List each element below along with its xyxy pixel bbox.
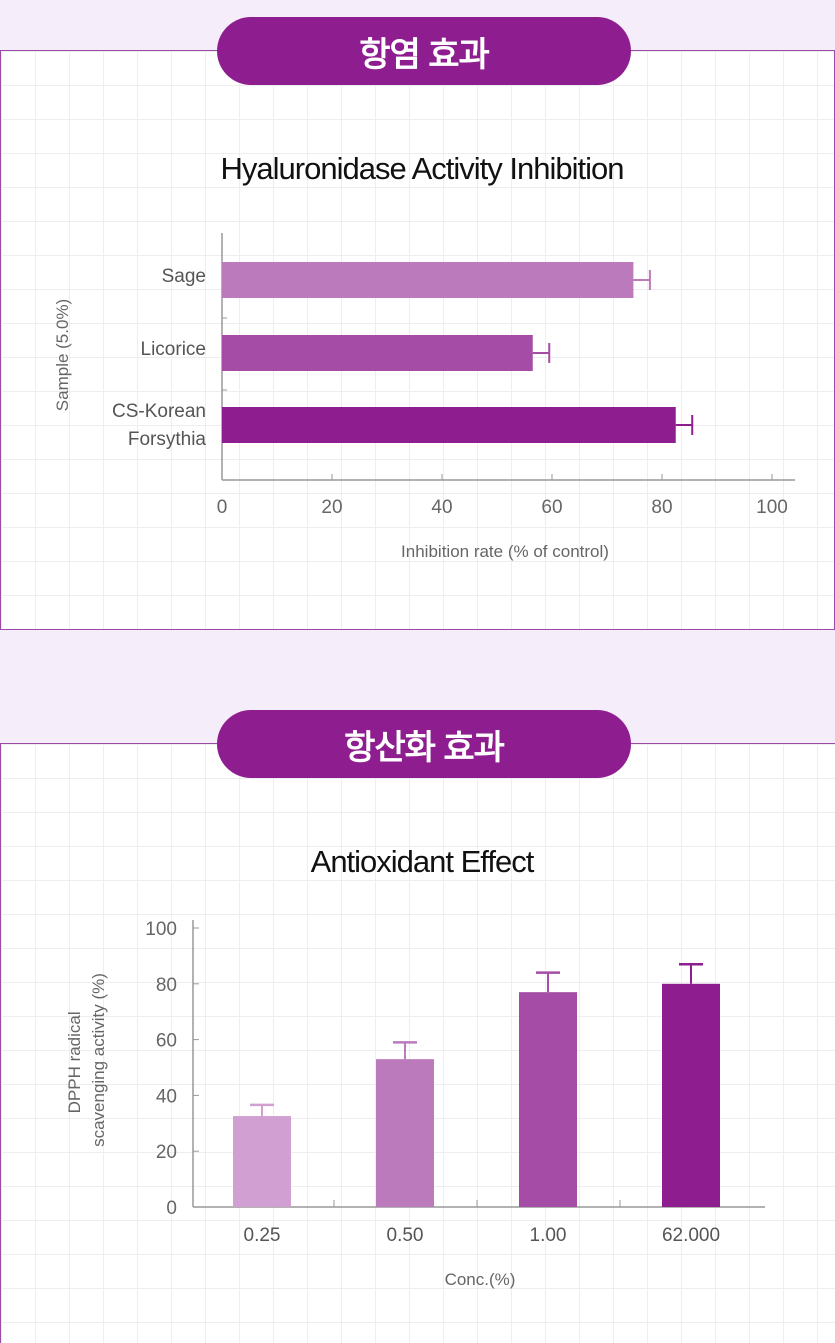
x-tick-label: 0 — [217, 497, 228, 518]
bar — [222, 262, 634, 298]
bar — [662, 983, 720, 1207]
bar — [519, 992, 577, 1207]
y-axis-label-line: DPPH radical — [65, 1011, 84, 1113]
y-axis-label: DPPH radical scavenging activity (%) — [65, 973, 108, 1147]
category-label: 62.000 — [662, 1225, 720, 1246]
x-tick-label: 60 — [541, 497, 562, 518]
bar — [233, 1116, 291, 1207]
y-tick-label: 20 — [156, 1142, 177, 1163]
bar — [222, 335, 533, 371]
y-tick-label: 100 — [145, 919, 177, 940]
category-label: CS-Korean — [112, 401, 206, 422]
x-tick-label: 40 — [431, 497, 452, 518]
hyaluronidase-chart: Hyaluronidase Activity Inhibition Inhibi… — [53, 151, 795, 561]
y-tick-label: 80 — [156, 975, 177, 996]
antioxidant-chart: Antioxidant Effect Conc.(%) DPPH radical… — [65, 844, 765, 1289]
chart-title: Antioxidant Effect — [311, 844, 535, 879]
y-axis-label: Sample (5.0%) — [53, 299, 72, 411]
category-label: Licorice — [141, 339, 206, 360]
bar — [222, 407, 676, 443]
category-label: 0.50 — [387, 1225, 424, 1246]
chart-title: Hyaluronidase Activity Inhibition — [221, 151, 624, 186]
y-tick-label: 60 — [156, 1031, 177, 1052]
y-tick-label: 0 — [166, 1198, 177, 1219]
category-label: 0.25 — [244, 1225, 281, 1246]
x-tick-label: 20 — [321, 497, 342, 518]
x-tick-label: 100 — [756, 497, 788, 518]
x-axis-label: Inhibition rate (% of control) — [401, 542, 609, 561]
x-axis-label: Conc.(%) — [445, 1270, 516, 1289]
section-heading: 항산화 효과 — [217, 710, 631, 778]
category-label: 1.00 — [530, 1225, 567, 1246]
x-tick-label: 80 — [651, 497, 672, 518]
y-axis-label-line: scavenging activity (%) — [89, 973, 108, 1147]
y-tick-label: 40 — [156, 1086, 177, 1107]
section-heading: 항염 효과 — [217, 17, 631, 85]
category-label: Sage — [162, 266, 206, 287]
bar — [376, 1059, 434, 1207]
category-label: Forsythia — [128, 429, 207, 450]
